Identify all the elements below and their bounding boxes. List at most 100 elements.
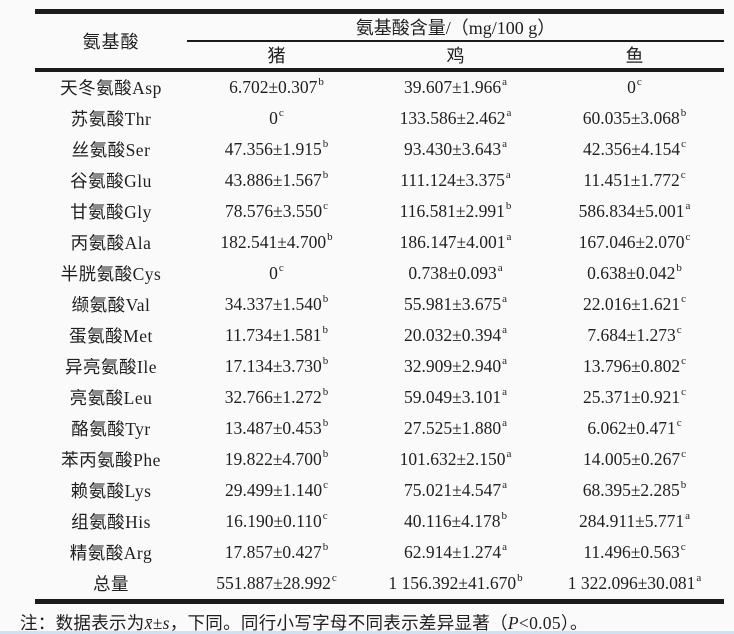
significance-letter: c [278, 107, 284, 120]
value-text: 47.356±1.915 [224, 139, 322, 159]
value-cell: 116.581±2.991b [366, 201, 545, 222]
value-cell: 25.371±0.921c [545, 387, 724, 408]
amino-acid-name: 谷氨酸Glu [70, 171, 152, 191]
amino-acid-name: 组氨酸His [71, 512, 151, 532]
significance-letter: b [322, 541, 329, 554]
value-text: 551.887±28.992 [216, 573, 331, 593]
significance-letter: b [322, 169, 329, 182]
value-cell: 7.684±1.273c [545, 325, 724, 346]
table-row: 半胱氨酸Cys 0c 0.738±0.093a 0.638±0.042b [35, 258, 724, 289]
value-text: 13.796±0.802 [583, 356, 681, 376]
significance-letter: a [696, 572, 702, 585]
value-cell: 27.525±1.880a [366, 418, 545, 439]
significance-letter: b [327, 231, 333, 244]
value-cell: 284.911±5.771a [545, 511, 724, 532]
footnote-text-2: ，下同。同行小写字母不同表示差异显著（ [169, 613, 508, 633]
value-text: 29.499±1.140 [225, 480, 323, 500]
table-row: 丙氨酸Ala 182.541±4.700b 186.147±4.001a 167.04… [35, 227, 724, 258]
significance-letter: a [502, 417, 507, 430]
value-cell: 78.576±3.550c [187, 201, 366, 222]
significance-letter: c [681, 293, 686, 306]
plus-minus-s: ±s [152, 613, 170, 633]
significance-letter: b [318, 76, 324, 89]
value-cell: 59.049±3.101a [366, 387, 545, 408]
significance-letter: b [322, 138, 329, 151]
value-text: 0.738±0.093 [408, 263, 497, 283]
value-cell: 17.134±3.730b [187, 356, 366, 377]
significance-letter: c [636, 76, 642, 89]
species-header-2: 鱼 [625, 46, 644, 66]
amino-acid-column-header: 氨基酸 [82, 32, 140, 52]
significance-letter: a [685, 510, 691, 523]
value-cell: 11.451±1.772c [545, 170, 724, 191]
table-row: 蛋氨酸Met 11.734±1.581b 20.032±0.394a 7.684±1.… [35, 320, 724, 351]
significance-letter: a [502, 138, 507, 151]
significance-letter: a [497, 262, 503, 275]
species-header-1: 鸡 [446, 46, 465, 66]
significance-letter: c [680, 541, 686, 554]
value-cell: 42.356±4.154c [545, 139, 724, 160]
value-text: 1 156.392±41.670 [388, 573, 517, 593]
value-text: 11.496±0.563 [583, 542, 680, 562]
value-cell: 16.190±0.110c [187, 511, 366, 532]
significance-letter: b [322, 386, 329, 399]
value-text: 182.541±4.700 [220, 232, 327, 252]
content-header-group: 氨基酸含量/（mg/100 g） 猪 鸡 鱼 [187, 14, 724, 68]
amino-acid-name: 蛋氨酸Met [69, 326, 153, 346]
value-text: 11.734±1.581 [225, 325, 322, 345]
significance-letter: b [517, 572, 523, 585]
value-text: 0 [269, 108, 278, 128]
value-cell: 47.356±1.915b [187, 139, 366, 160]
table-row: 总量 551.887±28.992c 1 156.392±41.670b 1 322.… [35, 568, 724, 599]
significance-letter: c [322, 510, 328, 523]
value-text: 32.909±2.940 [404, 356, 502, 376]
value-text: 25.371±0.921 [583, 387, 681, 407]
value-cell: 14.005±0.267c [545, 449, 724, 470]
value-cell: 101.632±2.150a [366, 449, 545, 470]
value-text: 1 322.096±30.081 [567, 573, 696, 593]
significance-letter: c [681, 448, 686, 461]
significance-letter: c [676, 417, 682, 430]
value-cell: 40.116±4.178b [366, 511, 545, 532]
table-body: 天冬氨酸Asp 6.702±0.307b 39.607±1.966a 0c 苏氨酸Thr… [35, 72, 724, 599]
table-bottom-rule [35, 599, 724, 604]
significance-letter: c [685, 231, 691, 244]
value-text: 111.124±3.375 [400, 170, 505, 190]
value-cell: 0.738±0.093a [366, 263, 545, 284]
significance-letter: a [502, 355, 507, 368]
value-text: 11.451±1.772 [583, 170, 680, 190]
value-cell: 29.499±1.140c [187, 480, 366, 501]
significance-letter: b [505, 200, 512, 213]
significance-letter: a [502, 76, 507, 89]
value-cell: 93.430±3.643a [366, 139, 545, 160]
value-text: 93.430±3.643 [404, 139, 502, 159]
table-row: 苯丙氨酸Phe 19.822±4.700b 101.632±2.150a 14.005… [35, 444, 724, 475]
value-text: 62.914±1.274 [404, 542, 502, 562]
significance-letter: c [680, 169, 686, 182]
value-text: 59.049±3.101 [404, 387, 502, 407]
value-cell: 1 156.392±41.670b [366, 573, 545, 594]
value-cell: 6.702±0.307b [187, 77, 366, 98]
value-cell: 32.766±1.272b [187, 387, 366, 408]
value-cell: 19.822±4.700b [187, 449, 366, 470]
species-header-row: 猪鸡鱼 [187, 42, 724, 68]
significance-letter: c [323, 200, 328, 213]
value-text: 6.702±0.307 [229, 77, 318, 97]
significance-letter: a [502, 479, 507, 492]
amino-acid-name: 天冬氨酸Asp [60, 78, 162, 98]
significance-letter: c [323, 479, 328, 492]
value-text: 101.632±2.150 [399, 449, 506, 469]
table-row: 酪氨酸Tyr 13.487±0.453b 27.525±1.880a 6.062±0.… [35, 413, 724, 444]
table-header: 氨基酸 氨基酸含量/（mg/100 g） 猪 鸡 鱼 [35, 14, 724, 68]
table-row: 苏氨酸Thr 0c 133.586±2.462a 60.035±3.068b [35, 103, 724, 134]
value-text: 32.766±1.272 [224, 387, 322, 407]
significance-letter: a [685, 200, 691, 213]
value-cell: 17.857±0.427b [187, 542, 366, 563]
footnote-text-1: 数据表示为 [55, 613, 145, 633]
value-cell: 60.035±3.068b [545, 108, 724, 129]
significance-letter: b [680, 479, 687, 492]
value-cell: 75.021±4.547a [366, 480, 545, 501]
significance-letter: a [506, 107, 512, 120]
significance-letter: c [331, 572, 337, 585]
span-header-rule [187, 40, 724, 42]
